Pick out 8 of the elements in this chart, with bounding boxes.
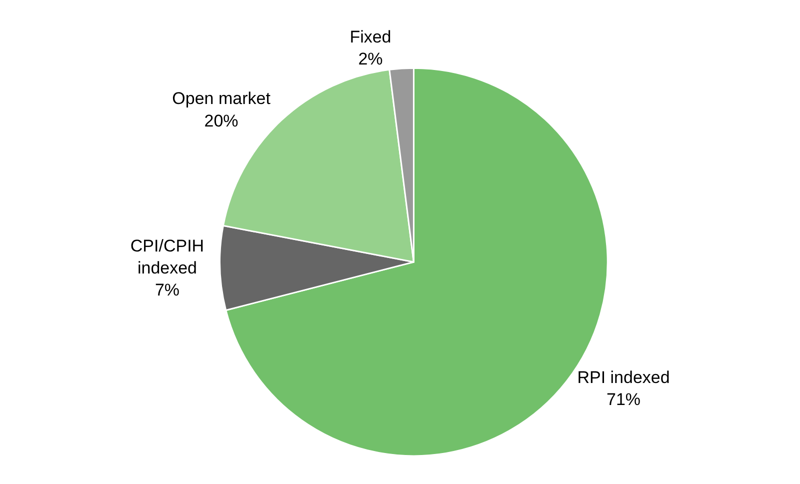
- slice-label: RPI indexed: [577, 368, 670, 388]
- data-label: 7%: [154, 280, 180, 300]
- slice-label: Fixed: [350, 27, 392, 46]
- data-label: 20%: [204, 111, 238, 130]
- slice-label: Open market: [172, 89, 271, 108]
- data-label: 71%: [606, 390, 641, 410]
- slice-label: CPI/CPIH indexed: [130, 236, 204, 278]
- data-label: 2%: [358, 50, 383, 69]
